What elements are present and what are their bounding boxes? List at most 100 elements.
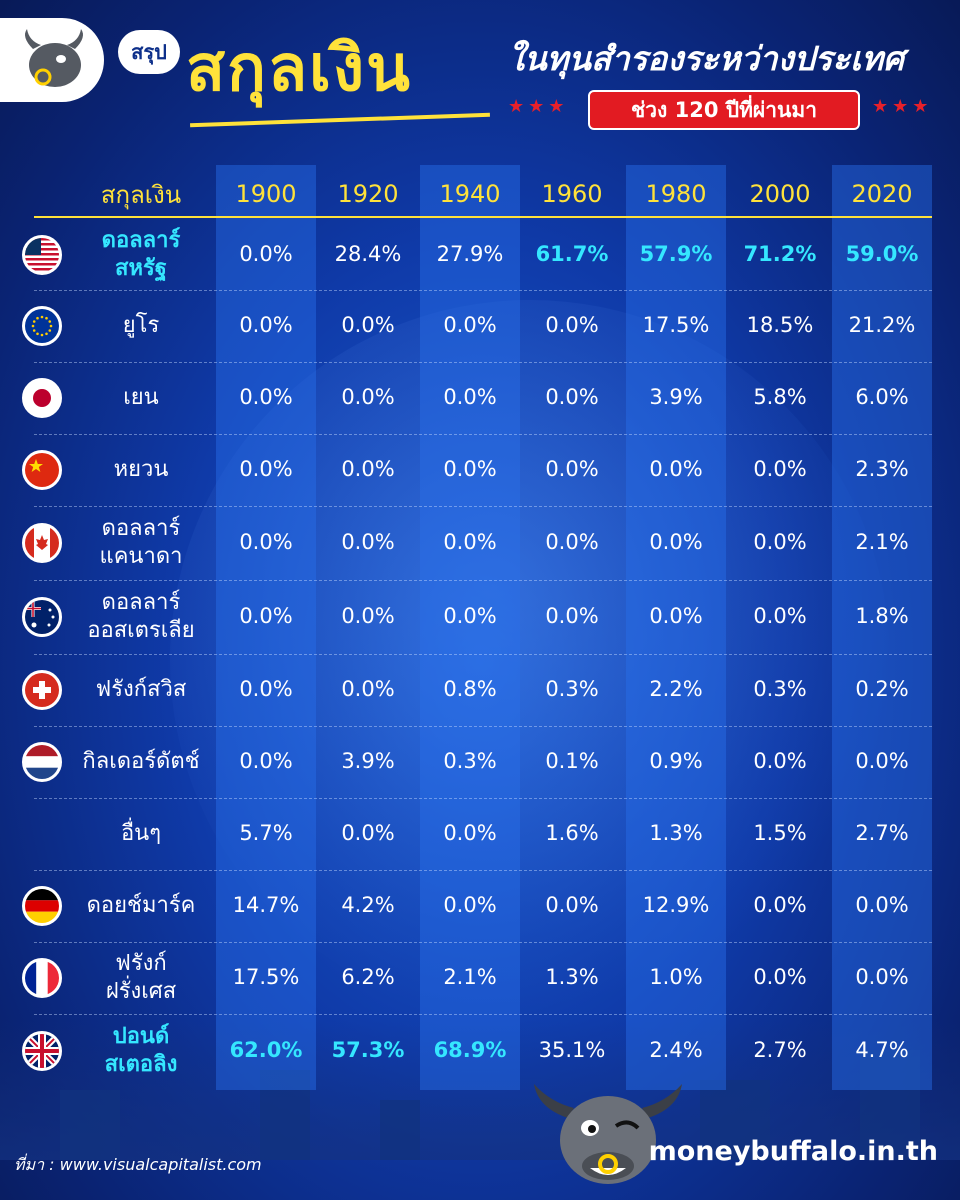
share-cell: 0.0% bbox=[443, 457, 497, 481]
share-cell: 2.1% bbox=[443, 965, 497, 989]
currency-name: ยูโร bbox=[122, 313, 160, 338]
column-header-currency: สกุลเงิน bbox=[100, 180, 182, 209]
share-cell: 57.3% bbox=[331, 1038, 405, 1062]
share-cell: 0.1% bbox=[545, 749, 599, 773]
table-row: ดอลลาร์ สหรัฐ 0.0% 28.4% 27.9% 61.7% 57.9% 71.… bbox=[0, 222, 960, 288]
share-cell: 0.3% bbox=[443, 749, 497, 773]
table-row: ดอยช์มาร์ค 14.7% 4.2% 0.0% 0.0% 12.9% 0.0% 0.0% bbox=[0, 870, 960, 942]
share-cell: 0.2% bbox=[855, 677, 909, 701]
share-cell: 0.0% bbox=[753, 457, 807, 481]
table-row: ดอลลาร์ ออสเตรเลีย 0.0% 0.0% 0.0% 0.0% 0.0% 0.… bbox=[0, 580, 960, 654]
share-cell: 5.8% bbox=[753, 385, 807, 409]
share-cell: 0.0% bbox=[341, 313, 395, 337]
share-cell: 0.0% bbox=[341, 821, 395, 845]
period-badge: ช่วง 120 ปีที่ผ่านมา bbox=[588, 90, 860, 130]
globe-background bbox=[170, 300, 890, 1020]
share-cell: 0.0% bbox=[753, 530, 807, 554]
share-cell: 35.1% bbox=[538, 1038, 606, 1062]
row-divider bbox=[34, 1014, 932, 1015]
share-cell: 62.0% bbox=[229, 1038, 303, 1062]
share-cell: 1.6% bbox=[545, 821, 599, 845]
canada-flag-icon bbox=[22, 523, 62, 563]
share-cell: 0.0% bbox=[649, 530, 703, 554]
column-header-year: 1920 bbox=[337, 180, 399, 208]
stars-left: ★★★ bbox=[508, 96, 569, 117]
share-cell: 0.0% bbox=[753, 965, 807, 989]
share-cell: 0.3% bbox=[753, 677, 807, 701]
uk-flag-icon bbox=[22, 1031, 62, 1071]
table-row: อื่นๆ 5.7% 0.0% 0.0% 1.6% 1.3% 1.5% 2.7% bbox=[0, 798, 960, 870]
share-cell: 0.0% bbox=[753, 604, 807, 628]
row-divider bbox=[34, 362, 932, 363]
skyline-building bbox=[860, 1050, 920, 1160]
share-cell: 0.0% bbox=[239, 749, 293, 773]
share-cell: 0.0% bbox=[545, 457, 599, 481]
stars-right: ★★★ bbox=[872, 96, 933, 117]
currency-name: ฟรังก์สวิส bbox=[95, 677, 187, 702]
share-cell: 0.0% bbox=[545, 893, 599, 917]
share-cell: 1.3% bbox=[649, 821, 703, 845]
skyline-building bbox=[260, 1070, 310, 1160]
page-subtitle: ในทุนสำรองระหว่างประเทศ bbox=[508, 39, 905, 78]
share-cell: 0.0% bbox=[443, 604, 497, 628]
share-cell: 14.7% bbox=[232, 893, 300, 917]
header-divider bbox=[34, 216, 932, 218]
row-divider bbox=[34, 580, 932, 581]
swiss-flag-icon bbox=[22, 670, 62, 710]
currency-name: ดอยช์มาร์ค bbox=[86, 893, 196, 918]
germany-flag-icon bbox=[22, 886, 62, 926]
summary-badge: สรุป bbox=[118, 30, 180, 74]
share-cell: 28.4% bbox=[334, 242, 402, 266]
currency-name: ปอนด์ สเตอลิง bbox=[104, 1024, 178, 1077]
share-cell: 18.5% bbox=[746, 313, 814, 337]
share-cell: 0.0% bbox=[443, 821, 497, 845]
share-cell: 0.0% bbox=[341, 530, 395, 554]
share-cell: 59.0% bbox=[845, 242, 919, 266]
share-cell: 0.0% bbox=[545, 313, 599, 337]
share-cell: 1.8% bbox=[855, 604, 909, 628]
eu-flag-icon bbox=[22, 306, 62, 346]
column-band bbox=[216, 165, 316, 1090]
column-header-year: 2000 bbox=[749, 180, 811, 208]
column-header-year: 1900 bbox=[235, 180, 297, 208]
share-cell: 0.9% bbox=[649, 749, 703, 773]
table-row: เยน 0.0% 0.0% 0.0% 0.0% 3.9% 5.8% 6.0% bbox=[0, 362, 960, 434]
share-cell: 0.0% bbox=[443, 530, 497, 554]
table-row: ฟรังก์สวิส 0.0% 0.0% 0.8% 0.3% 2.2% 0.3% 0.2% bbox=[0, 654, 960, 726]
page-title: สกุลเงิน bbox=[186, 32, 412, 106]
share-cell: 5.7% bbox=[239, 821, 293, 845]
row-divider bbox=[34, 726, 932, 727]
table-header-row: สกุลเงิน 1900 1920 1940 1960 1980 2000 2020 bbox=[0, 165, 960, 223]
column-band bbox=[832, 165, 932, 1090]
share-cell: 0.0% bbox=[855, 965, 909, 989]
skyline-building bbox=[700, 1080, 770, 1160]
column-header-year: 1980 bbox=[645, 180, 707, 208]
share-cell: 2.1% bbox=[855, 530, 909, 554]
share-cell: 21.2% bbox=[848, 313, 916, 337]
row-divider bbox=[34, 654, 932, 655]
share-cell: 0.0% bbox=[443, 893, 497, 917]
row-divider bbox=[34, 434, 932, 435]
row-divider bbox=[34, 798, 932, 799]
row-divider bbox=[34, 870, 932, 871]
share-cell: 3.9% bbox=[649, 385, 703, 409]
table-row: ปอนด์ สเตอลิง 62.0% 57.3% 68.9% 35.1% 2.4% 2.7… bbox=[0, 1014, 960, 1088]
share-cell: 6.2% bbox=[341, 965, 395, 989]
share-cell: 0.0% bbox=[545, 385, 599, 409]
share-cell: 12.9% bbox=[642, 893, 710, 917]
share-cell: 0.0% bbox=[341, 604, 395, 628]
share-cell: 4.2% bbox=[341, 893, 395, 917]
share-cell: 0.0% bbox=[341, 677, 395, 701]
france-flag-icon bbox=[22, 958, 62, 998]
row-divider bbox=[34, 290, 932, 291]
website-url: moneybuffalo.in.th bbox=[648, 1136, 938, 1167]
column-header-year: 1940 bbox=[439, 180, 501, 208]
share-cell: 61.7% bbox=[535, 242, 609, 266]
share-cell: 1.0% bbox=[649, 965, 703, 989]
currency-name: ฟรังก์ ฝรั่งเศส bbox=[105, 951, 177, 1004]
currency-name: เยน bbox=[123, 385, 159, 410]
share-cell: 0.0% bbox=[545, 530, 599, 554]
share-cell: 0.0% bbox=[649, 604, 703, 628]
share-cell: 2.2% bbox=[649, 677, 703, 701]
